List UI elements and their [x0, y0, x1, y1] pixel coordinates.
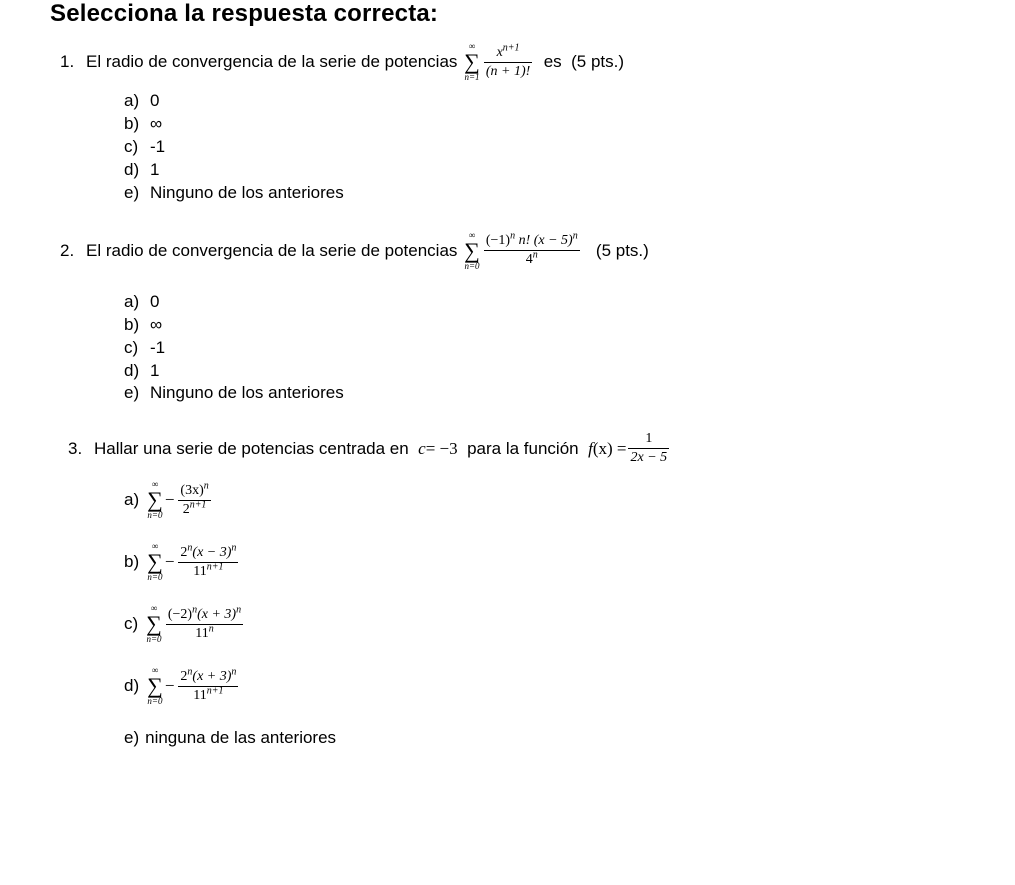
denominator: 11n [193, 626, 215, 642]
option-expression: ∞ ∑ n=0 − 2n(x − 3)n 11n+1 [145, 542, 240, 582]
fraction: 2n(x + 3)n 11n+1 [178, 669, 238, 704]
option-b[interactable]: b) ∞ ∑ n=0 − 2n(x − 3)n 11n+1 [124, 542, 965, 582]
c-expression: c = −3 [418, 439, 457, 459]
question-2-options: a) 0 b) ∞ c) -1 d) 1 e) Ninguno de los a… [124, 291, 965, 406]
sigma-summation: ∞ ∑ n=0 [464, 231, 480, 271]
option-c[interactable]: c) -1 [124, 136, 965, 159]
series-expression: ∞ ∑ n=0 (−1)n n! (x − 5)n 4n [462, 231, 582, 271]
question-3-prompt: 3. Hallar una serie de potencias centrad… [68, 431, 965, 466]
question-2-prompt: 2. El radio de convergencia de la serie … [60, 231, 965, 271]
sigma-icon: ∑ [147, 489, 163, 511]
numerator: 2n(x + 3)n [178, 669, 238, 685]
denominator: 4n [524, 252, 540, 268]
prompt-text: Hallar una serie de potencias centrada e… [94, 439, 409, 459]
series-expression: ∞ ∑ n=1 xn+1 (n + 1)! [462, 42, 534, 82]
option-d[interactable]: d) 1 [124, 159, 965, 182]
option-value: 1 [150, 360, 159, 383]
leading-minus: − [165, 552, 175, 572]
denominator: 2n+1 [181, 502, 209, 518]
denominator: (n + 1)! [484, 64, 532, 80]
fraction-bar [628, 448, 669, 449]
option-e[interactable]: e) Ninguno de los anteriores [124, 182, 965, 205]
sigma-icon: ∑ [464, 240, 480, 262]
fraction: xn+1 (n + 1)! [484, 45, 532, 80]
prompt-text: El radio de convergencia de la serie de … [86, 52, 457, 72]
leading-minus: − [165, 676, 175, 696]
fraction: 1 2x − 5 [628, 431, 669, 466]
leading-minus: − [165, 490, 175, 510]
sigma-icon: ∑ [146, 613, 162, 635]
question-3-options: a) ∞ ∑ n=0 − (3x)n 2n+1 [124, 480, 965, 748]
fraction: (−2)n(x + 3)n 11n [166, 607, 243, 642]
option-d[interactable]: d) 1 [124, 360, 965, 383]
option-value: ∞ [150, 314, 162, 337]
sigma-summation: ∞ ∑ n=0 [147, 542, 163, 582]
option-expression: ∞ ∑ n=0 − 2n(x + 3)n 11n+1 [145, 666, 240, 706]
question-1-prompt: 1. El radio de convergencia de la serie … [60, 42, 965, 82]
fraction: 2n(x − 3)n 11n+1 [178, 545, 238, 580]
question-1: 1. El radio de convergencia de la serie … [50, 42, 965, 205]
numerator: (3x)n [178, 483, 210, 499]
numerator: (−1)n n! (x − 5)n [484, 233, 580, 249]
prompt-after: para la función [467, 439, 579, 459]
option-e[interactable]: e) Ninguno de los anteriores [124, 382, 965, 405]
option-value: -1 [150, 136, 165, 159]
option-b[interactable]: b) ∞ [124, 314, 965, 337]
denominator: 2x − 5 [628, 450, 669, 466]
option-value: -1 [150, 337, 165, 360]
sigma-summation: ∞ ∑ n=0 [147, 666, 163, 706]
sum-lower: n=1 [464, 73, 479, 82]
option-b[interactable]: b) ∞ [124, 113, 965, 136]
fraction-bar [484, 62, 532, 63]
question-number: 2. [60, 241, 86, 261]
option-a[interactable]: a) 0 [124, 90, 965, 113]
denominator: 11n+1 [191, 688, 225, 704]
question-2: 2. El radio de convergencia de la serie … [50, 231, 965, 406]
numerator: 2n(x − 3)n [178, 545, 238, 561]
option-value: 0 [150, 291, 159, 314]
prompt-text: El radio de convergencia de la serie de … [86, 241, 457, 261]
fraction: (3x)n 2n+1 [178, 483, 210, 518]
points: (5 pts.) [571, 52, 624, 72]
option-value: Ninguno de los anteriores [150, 382, 344, 405]
option-a[interactable]: a) ∞ ∑ n=0 − (3x)n 2n+1 [124, 480, 965, 520]
option-value: ∞ [150, 113, 162, 136]
sigma-summation: ∞ ∑ n=1 [464, 42, 480, 82]
option-c[interactable]: c) ∞ ∑ n=0 (−2)n(x + 3)n 11n [124, 604, 965, 644]
option-expression: ∞ ∑ n=0 (−2)n(x + 3)n 11n [144, 604, 245, 644]
numerator: 1 [643, 431, 654, 447]
option-value: ninguna de las anteriores [145, 728, 336, 748]
page-title: Selecciona la respuesta correcta: [50, 0, 965, 28]
option-a[interactable]: a) 0 [124, 291, 965, 314]
option-value: Ninguno de los anteriores [150, 182, 344, 205]
fraction: (−1)n n! (x − 5)n 4n [484, 233, 580, 268]
question-number: 1. [60, 52, 86, 72]
denominator: 11n+1 [191, 564, 225, 580]
sigma-icon: ∑ [147, 551, 163, 573]
sigma-summation: ∞ ∑ n=0 [146, 604, 162, 644]
option-d[interactable]: d) ∞ ∑ n=0 − 2n(x + 3)n 11n+1 [124, 666, 965, 706]
option-expression: ∞ ∑ n=0 − (3x)n 2n+1 [145, 480, 213, 520]
sigma-summation: ∞ ∑ n=0 [147, 480, 163, 520]
numerator: (−2)n(x + 3)n [166, 607, 243, 623]
question-3: 3. Hallar una serie de potencias centrad… [50, 431, 965, 748]
question-number: 3. [68, 439, 94, 459]
option-e[interactable]: e) ninguna de las anteriores [124, 728, 965, 748]
option-value: 1 [150, 159, 159, 182]
exam-page: Selecciona la respuesta correcta: 1. El … [0, 0, 1015, 814]
option-value: 0 [150, 90, 159, 113]
sum-lower: n=0 [464, 262, 479, 271]
function-expression: f(x) = 1 2x − 5 [588, 431, 671, 466]
sigma-icon: ∑ [464, 51, 480, 73]
points: (5 pts.) [596, 241, 649, 261]
fraction-bar [166, 624, 243, 625]
numerator: xn+1 [495, 45, 522, 61]
after-series: es [544, 52, 562, 72]
question-1-options: a) 0 b) ∞ c) -1 d) 1 e) Ninguno de los a… [124, 90, 965, 205]
sigma-icon: ∑ [147, 675, 163, 697]
option-c[interactable]: c) -1 [124, 337, 965, 360]
